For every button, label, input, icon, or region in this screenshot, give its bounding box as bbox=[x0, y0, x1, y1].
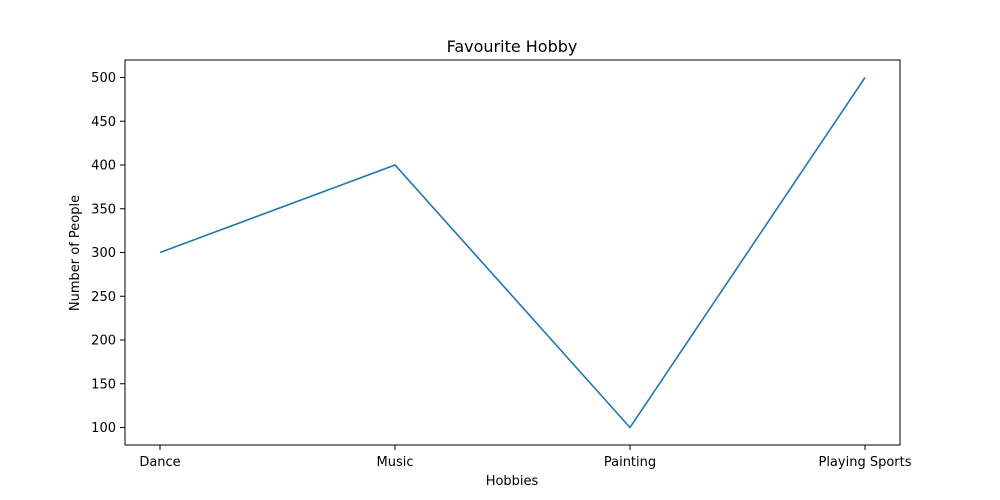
y-axis-label: Number of People bbox=[68, 195, 83, 311]
plot-area-frame bbox=[124, 59, 901, 446]
x-axis-label: Hobbies bbox=[486, 474, 539, 489]
y-tick-label: 450 bbox=[91, 115, 116, 130]
y-tick-label: 500 bbox=[91, 71, 116, 86]
x-tick-label: Dance bbox=[139, 455, 180, 470]
series-line-0 bbox=[159, 77, 866, 429]
y-tick-label: 200 bbox=[91, 334, 116, 349]
x-tick-label: Playing Sports bbox=[818, 455, 911, 470]
series-layer bbox=[159, 77, 866, 429]
y-tick-label: 350 bbox=[91, 202, 116, 217]
y-tick-label: 100 bbox=[91, 421, 116, 436]
y-tick-label: 250 bbox=[91, 290, 116, 305]
x-tick-label: Music bbox=[377, 455, 414, 470]
x-tick-label: Painting bbox=[604, 455, 656, 470]
x-axis-ticks: Dance Music Painting Playing Sports bbox=[139, 445, 912, 470]
y-tick-label: 400 bbox=[91, 159, 116, 174]
chart-title: Favourite Hobby bbox=[447, 37, 578, 56]
y-tick-label: 150 bbox=[91, 377, 116, 392]
y-axis-ticks: 100 150 200 250 300 350 400 450 500 bbox=[91, 71, 125, 436]
y-tick-label: 300 bbox=[91, 246, 116, 261]
